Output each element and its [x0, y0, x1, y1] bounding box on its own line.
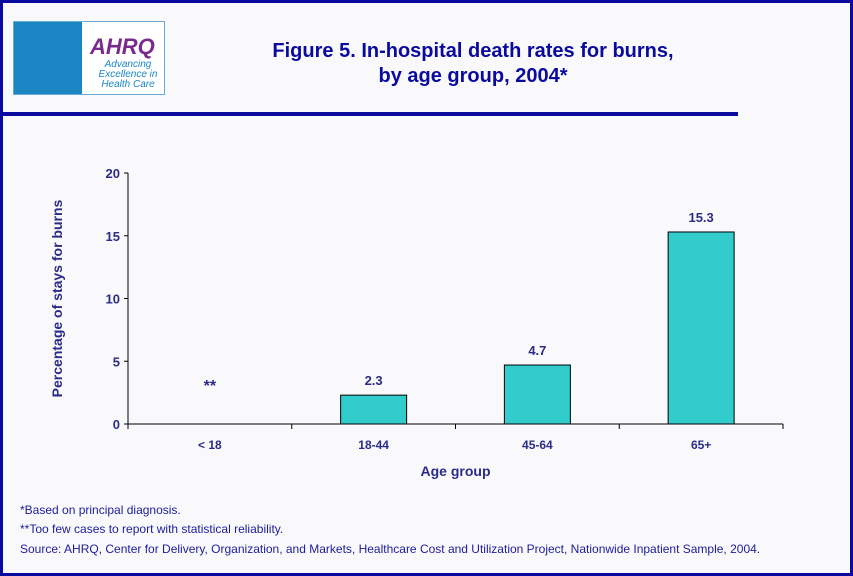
y-tick-label: 20 — [106, 166, 120, 181]
title-line-2: by age group, 2004* — [378, 65, 568, 87]
bar — [503, 364, 571, 425]
y-tick-label: 0 — [113, 417, 120, 432]
x-tick-label: < 18 — [198, 438, 222, 452]
x-tick-label: 18-44 — [358, 438, 389, 452]
data-label: 4.7 — [528, 343, 546, 358]
y-axis-title: Percentage of stays for burns — [49, 199, 65, 397]
logo-wordmark: AHRQ — [90, 34, 155, 59]
source-note: Source: AHRQ, Center for Delivery, Organ… — [20, 542, 761, 556]
y-tick-label: 10 — [106, 292, 120, 307]
data-label: ** — [204, 378, 217, 395]
bar-chart: 0 5 10 15 20 < 18 ** 18-44 2.3 45-64 4.7 65+ 15.3 Age… — [49, 166, 784, 479]
hhs-eagle-icon — [14, 22, 82, 94]
footnote-2: **Too few cases to report with statistic… — [20, 522, 284, 536]
x-tick-label: 65+ — [691, 438, 711, 452]
data-label: 2.3 — [365, 373, 383, 388]
title-line-1: Figure 5. In-hospital death rates for bu… — [272, 40, 674, 62]
y-tick-label: 15 — [106, 229, 120, 244]
x-axis-title: Age group — [421, 463, 491, 479]
chart-title: Figure 5. In-hospital death rates for bu… — [213, 39, 733, 89]
logo-tagline: Advancing Excellence in Health Care — [98, 59, 158, 90]
data-label: 15.3 — [688, 210, 713, 225]
footnote-1: *Based on principal diagnosis. — [20, 503, 181, 517]
ahrq-logo: AHRQ Advancing Excellence in Health Care — [13, 21, 165, 95]
y-tick-label: 5 — [113, 354, 120, 369]
x-tick-label: 45-64 — [522, 438, 553, 452]
bar — [340, 394, 408, 425]
bar — [667, 231, 735, 425]
header-divider — [3, 112, 738, 116]
